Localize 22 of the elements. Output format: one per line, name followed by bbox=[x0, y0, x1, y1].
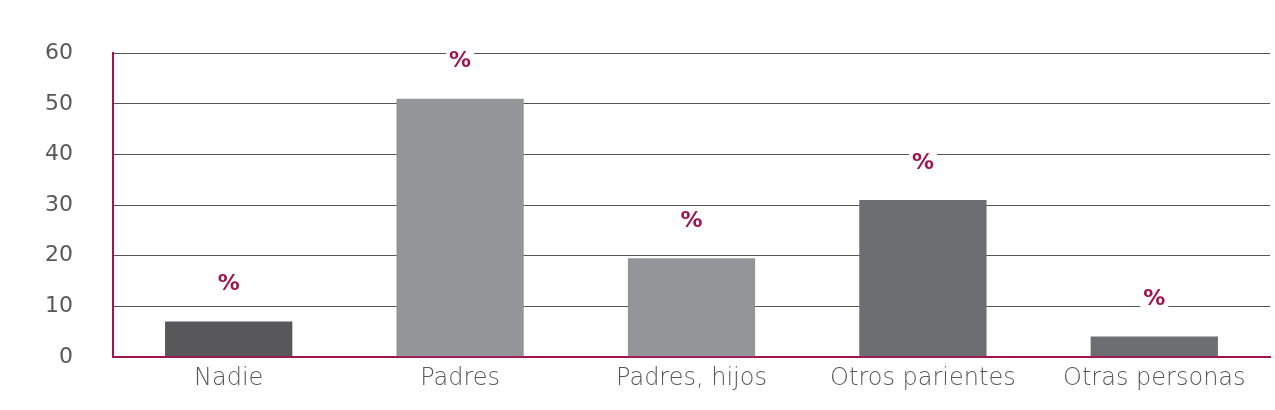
bar bbox=[396, 98, 524, 357]
y-tick-label: 10 bbox=[44, 291, 73, 317]
x-tick-label: Padres bbox=[420, 363, 501, 392]
data-label: % bbox=[449, 47, 472, 73]
data-label: % bbox=[1143, 285, 1166, 311]
y-tick-label: 0 bbox=[58, 342, 73, 368]
y-tick-label: 60 bbox=[44, 38, 73, 64]
y-tick-label: 40 bbox=[44, 140, 73, 166]
y-tick-label: 30 bbox=[44, 190, 73, 216]
data-label: % bbox=[680, 206, 703, 232]
x-tick-label: Otras personas bbox=[1063, 363, 1246, 392]
bar bbox=[165, 321, 293, 357]
x-tick-label: Padres, hijos bbox=[616, 363, 767, 392]
data-label: % bbox=[911, 148, 934, 174]
bar bbox=[627, 258, 756, 357]
x-tick-label: Otros parientes bbox=[830, 363, 1016, 392]
data-label: % bbox=[217, 270, 240, 296]
bar bbox=[1090, 336, 1218, 357]
x-tick-label: Nadie bbox=[194, 363, 264, 392]
bar bbox=[859, 199, 987, 357]
y-tick-label: 50 bbox=[44, 89, 73, 115]
y-tick-label: 20 bbox=[44, 241, 73, 267]
